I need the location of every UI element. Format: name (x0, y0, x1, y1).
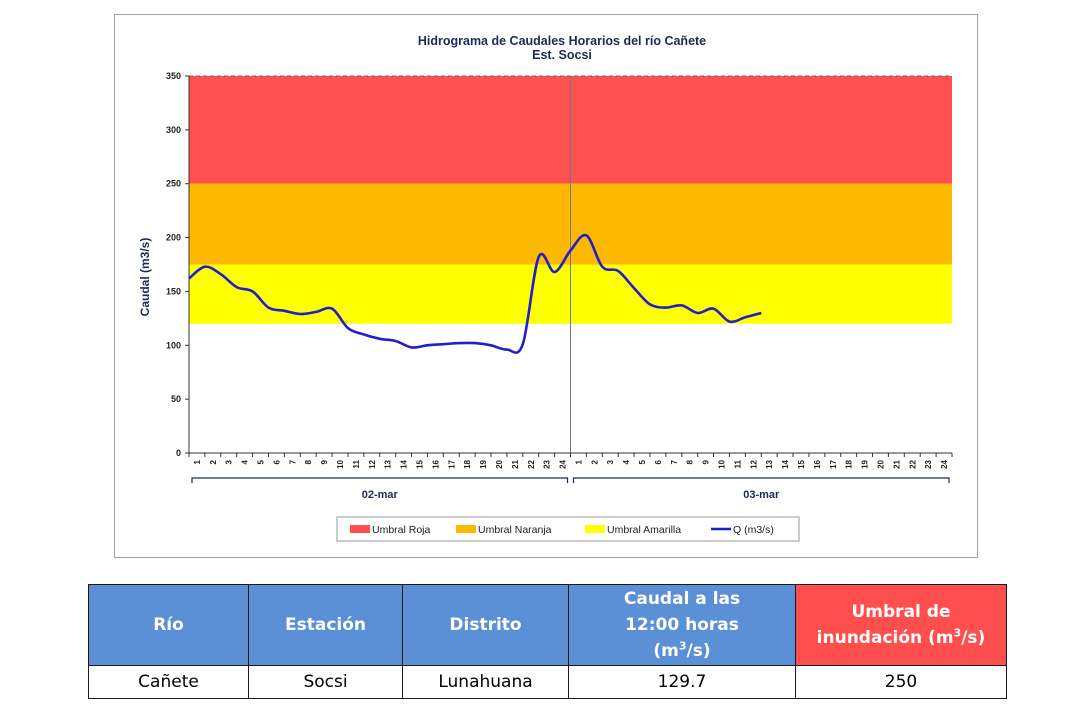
legend-label: Umbral Naranja (478, 524, 552, 536)
legend-label: Q (m3/s) (733, 524, 774, 536)
x-tick-label: 23 (543, 459, 552, 468)
header-umbral-line1: Umbral de (851, 602, 951, 622)
x-tick-label: 16 (813, 459, 822, 468)
cell-umbral: 250 (795, 665, 1007, 699)
x-tick-label: 3 (225, 459, 234, 464)
x-tick-label: 3 (606, 459, 615, 464)
chart-svg: Hidrograma de Caudales Horarios del río … (138, 34, 953, 542)
hydrograph-chart: Hidrograma de Caudales Horarios del río … (114, 14, 978, 558)
y-tick-label: 150 (166, 286, 181, 296)
series-line-q (188, 233, 762, 354)
cell-distrito: Lunahuana (402, 665, 569, 699)
header-caudal-line1: Caudal a las (623, 589, 741, 609)
x-tick-label: 13 (384, 459, 393, 468)
x-tick-label: 17 (447, 459, 456, 468)
x-tick-label: 4 (241, 459, 250, 464)
x-tick-label: 14 (400, 459, 409, 468)
header-rio: Río (88, 584, 249, 666)
header-caudal-unit-pre: (m (653, 641, 679, 661)
x-tick-label: 1 (193, 459, 202, 464)
header-caudal-line2: 12:00 horas (625, 615, 739, 635)
table-header-row: Río Estación Distrito Caudal a las 12:00… (88, 584, 1007, 666)
header-caudal: Caudal a las 12:00 horas (m3/s) (568, 584, 796, 666)
legend-swatch (350, 525, 370, 533)
day-bracket (191, 477, 569, 483)
x-tick-label: 18 (845, 459, 854, 468)
x-tick-label: 10 (718, 459, 727, 468)
x-tick-label: 17 (829, 459, 838, 468)
table-row: Cañete Socsi Lunahuana 129.7 250 (88, 665, 1007, 699)
x-tick-label: 9 (702, 459, 711, 464)
cell-caudal: 129.7 (568, 665, 796, 699)
x-tick-label: 21 (892, 459, 901, 468)
legend-swatch (456, 525, 476, 533)
day-bracket (572, 477, 950, 483)
x-tick-label: 5 (638, 459, 647, 464)
header-umbral: Umbral de inundación (m3/s) (795, 584, 1007, 666)
x-tick-label: 2 (209, 459, 218, 464)
header-caudal-unit-sup: 3 (678, 639, 687, 653)
x-tick-label: 7 (670, 459, 679, 464)
day-label: 03-mar (743, 489, 780, 501)
y-tick-label: 250 (166, 179, 181, 189)
x-tick-label: 11 (352, 459, 361, 468)
chart-subtitle: Est. Socsi (532, 48, 592, 62)
x-tick-label: 20 (876, 459, 885, 468)
day-label: 02-mar (362, 489, 399, 501)
x-tick-label: 11 (733, 459, 742, 468)
legend-swatch (585, 525, 605, 533)
header-caudal-unit-post: /s) (686, 641, 711, 661)
header-umbral-line2-sup: 3 (953, 626, 962, 640)
y-axis-label: Caudal (m3/s) (138, 238, 152, 317)
x-tick-label: 21 (511, 459, 520, 468)
x-tick-label: 7 (288, 459, 297, 464)
x-tick-label: 24 (940, 459, 949, 468)
legend-label: Umbral Roja (372, 524, 431, 536)
y-tick-label: 200 (166, 233, 181, 243)
y-tick-label: 350 (166, 71, 181, 81)
x-tick-label: 19 (861, 459, 870, 468)
y-tick-label: 50 (171, 394, 181, 404)
x-tick-label: 16 (431, 459, 440, 468)
legend-label: Umbral Amarilla (607, 524, 681, 536)
header-estacion: Estación (248, 584, 403, 666)
x-tick-label: 22 (908, 459, 917, 468)
x-tick-label: 20 (495, 459, 504, 468)
x-tick-label: 22 (527, 459, 536, 468)
x-tick-label: 23 (924, 459, 933, 468)
x-tick-label: 10 (336, 459, 345, 468)
cell-rio: Cañete (88, 665, 249, 699)
legend: Umbral Roja Umbral Naranja Umbral Amarilla… (336, 516, 800, 542)
x-tick-label: 8 (304, 459, 313, 464)
flow-summary-table: Río Estación Distrito Caudal a las 12:00… (88, 584, 1007, 699)
x-tick-label: 15 (415, 459, 424, 468)
y-tick-label: 300 (166, 125, 181, 135)
chart-title: Hidrograma de Caudales Horarios del río … (418, 34, 706, 48)
y-tick-label: 100 (166, 340, 181, 350)
x-tick-label: 24 (559, 459, 568, 468)
x-tick-label: 6 (272, 459, 281, 464)
header-umbral-line2-post: /s) (961, 628, 986, 648)
header-umbral-line2-pre: inundación (m (816, 628, 954, 648)
x-tick-label: 12 (368, 459, 377, 468)
y-tick-label: 0 (176, 448, 181, 458)
x-tick-label: 4 (622, 459, 631, 464)
x-tick-label: 19 (479, 459, 488, 468)
x-tick-label: 9 (320, 459, 329, 464)
x-tick-label: 6 (654, 459, 663, 464)
x-tick-label: 14 (781, 459, 790, 468)
x-tick-label: 8 (686, 459, 695, 464)
x-tick-label: 15 (797, 459, 806, 468)
x-tick-label: 1 (574, 459, 583, 464)
header-distrito: Distrito (402, 584, 569, 666)
x-tick-label: 5 (257, 459, 266, 464)
x-tick-label: 18 (463, 459, 472, 468)
cell-estacion: Socsi (248, 665, 403, 699)
x-tick-label: 12 (749, 459, 758, 468)
x-tick-label: 13 (765, 459, 774, 468)
x-tick-label: 2 (590, 459, 599, 464)
